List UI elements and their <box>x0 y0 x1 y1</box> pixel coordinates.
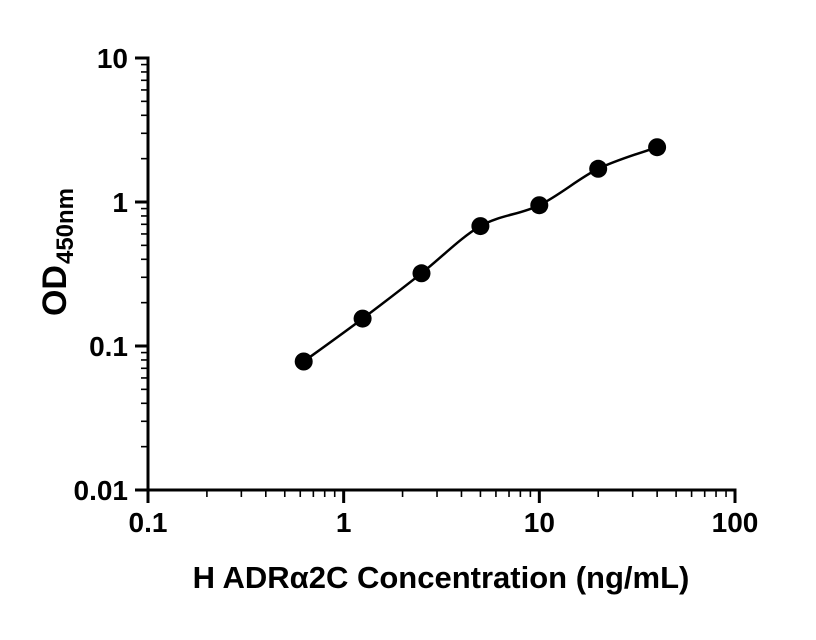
data-point <box>648 138 667 157</box>
data-point <box>412 264 431 283</box>
y-tick-label: 0.1 <box>89 331 128 362</box>
y-axis-title: OD450nm <box>36 188 80 316</box>
y-axis-title-main: OD <box>36 265 74 317</box>
y-tick-label: 10 <box>97 43 128 74</box>
data-point <box>589 159 608 178</box>
x-tick-label: 10 <box>524 507 555 538</box>
data-point <box>353 309 372 328</box>
y-tick-label: 0.01 <box>74 475 129 506</box>
fit-curve <box>302 146 658 363</box>
x-tick-label: 0.1 <box>129 507 168 538</box>
x-axis-title: H ADRα2C Concentration (ng/mL) <box>192 560 690 595</box>
data-point <box>471 217 490 236</box>
y-tick-label: 1 <box>112 187 128 218</box>
data-point <box>294 352 313 371</box>
x-tick-label: 1 <box>336 507 352 538</box>
x-tick-label: 100 <box>712 507 759 538</box>
y-axis-title-subscript: 450nm <box>52 187 79 265</box>
data-point <box>530 196 549 215</box>
